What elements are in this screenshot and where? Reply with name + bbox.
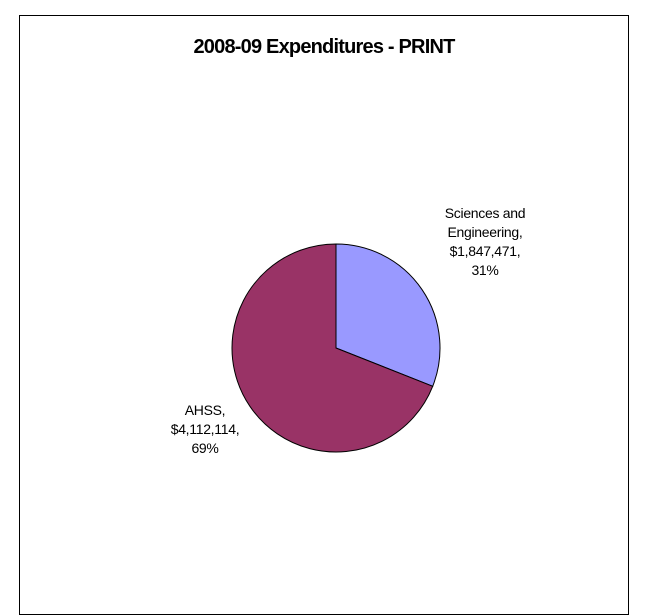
slice-label-line: 31% — [471, 262, 499, 278]
slice-label-line: Sciences and — [444, 205, 526, 221]
slice-label-sciences-engineering: Sciences and Engineering, $1,847,471, 31… — [415, 204, 555, 280]
pie-slice-sciences-and-engineering — [335, 243, 441, 387]
slice-label-ahss: AHSS, $4,112,114, 69% — [155, 401, 255, 458]
pie-chart — [231, 243, 441, 453]
pie-slice-ahss — [231, 243, 434, 453]
chart-title: 2008-09 Expenditures - PRINT — [193, 36, 455, 58]
chart-area: 2008-09 Expenditures - PRINT Sciences an… — [19, 15, 629, 615]
slice-label-line: 69% — [191, 440, 219, 456]
slice-label-line: AHSS, — [184, 402, 226, 418]
slice-label-line: $1,847,471, — [449, 243, 521, 259]
slice-label-line: $4,112,114, — [170, 421, 240, 437]
slice-label-line: Engineering, — [447, 224, 523, 240]
